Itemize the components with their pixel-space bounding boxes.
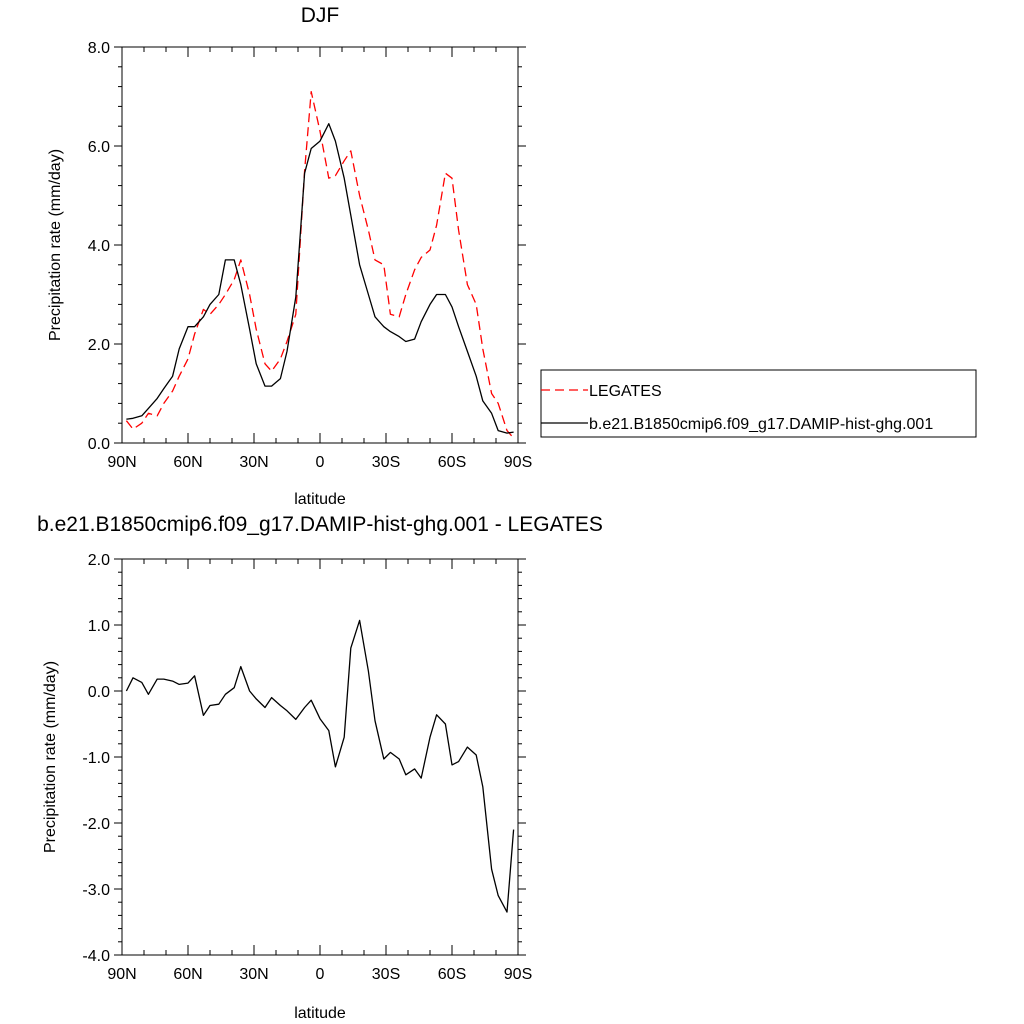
series-line-legates bbox=[125, 90, 515, 439]
x-tick-label: 30S bbox=[372, 966, 400, 983]
y-tick-label: 2.0 bbox=[88, 337, 110, 354]
chart-title: b.e21.B1850cmip6.f09_g17.DAMIP-hist-ghg.… bbox=[37, 513, 603, 536]
x-tick-label: 0 bbox=[316, 454, 325, 471]
y-tick-label: 4.0 bbox=[88, 238, 110, 255]
y-tick-label: 1.0 bbox=[88, 618, 110, 635]
x-tick-label: 60S bbox=[438, 966, 466, 983]
legend: LEGATES b.e21.B1850cmip6.f09_g17.DAMIP-h… bbox=[540, 369, 977, 438]
x-axis-label: latitude bbox=[294, 1005, 346, 1022]
y-tick-label: 8.0 bbox=[88, 40, 110, 57]
x-tick-label: 90S bbox=[504, 454, 532, 471]
y-tick-label: -3.0 bbox=[82, 882, 110, 899]
x-tick-label: 90N bbox=[107, 454, 136, 471]
y-axis-label: Precipitation rate (mm/day) bbox=[47, 149, 64, 341]
plot-frame bbox=[121, 46, 519, 444]
y-tick-label: -4.0 bbox=[82, 948, 110, 965]
x-tick-label: 60N bbox=[173, 966, 202, 983]
x-tick-label: 90N bbox=[107, 966, 136, 983]
x-tick-label: 60S bbox=[438, 454, 466, 471]
x-tick-label: 30S bbox=[372, 454, 400, 471]
x-tick-label: 30N bbox=[239, 454, 268, 471]
x-axis-label: latitude bbox=[294, 491, 346, 508]
y-axis-label: Precipitation rate (mm/day) bbox=[42, 661, 59, 853]
chart-title: DJF bbox=[301, 4, 340, 27]
legend-label-model: b.e21.B1850cmip6.f09_g17.DAMIP-hist-ghg.… bbox=[589, 416, 933, 433]
y-tick-label: -1.0 bbox=[82, 750, 110, 767]
x-tick-label: 0 bbox=[316, 966, 325, 983]
y-tick-label: 6.0 bbox=[88, 139, 110, 156]
legend-label-legates: LEGATES bbox=[589, 383, 662, 400]
x-tick-label: 90S bbox=[504, 966, 532, 983]
plot-frame bbox=[121, 558, 519, 956]
chart-difference: b.e21.B1850cmip6.f09_g17.DAMIP-hist-ghg.… bbox=[37, 513, 603, 1022]
series-line-model bbox=[126, 123, 514, 434]
y-tick-label: -2.0 bbox=[82, 816, 110, 833]
legend-box bbox=[540, 369, 977, 438]
y-tick-label: 0.0 bbox=[88, 684, 110, 701]
x-tick-label: 60N bbox=[173, 454, 202, 471]
series-line-model bbox=[125, 619, 515, 913]
y-tick-label: 0.0 bbox=[88, 436, 110, 453]
x-tick-label: 30N bbox=[239, 966, 268, 983]
chart-djf: DJF 90N 60N 30N 0 30S 60S 90S 0.0 2.0 4.0 6.0 8.0 l… bbox=[47, 4, 977, 508]
y-tick-label: 2.0 bbox=[88, 552, 110, 569]
